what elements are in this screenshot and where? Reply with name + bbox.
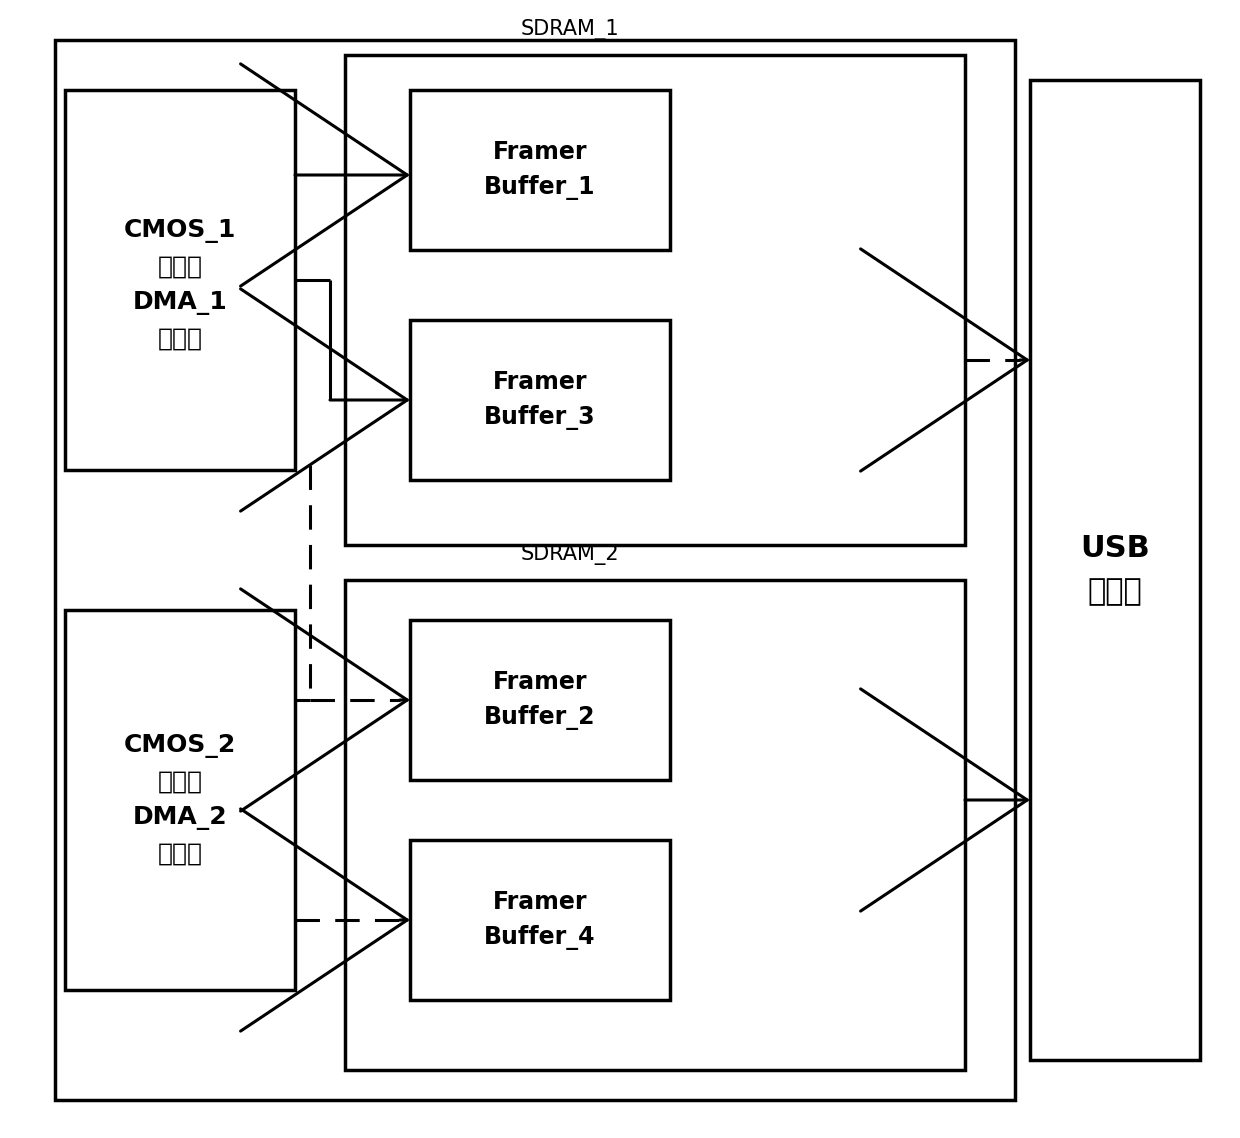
Bar — [1030, 80, 1200, 1059]
Text: CMOS_2
对应的
DMA_2
控制器: CMOS_2 对应的 DMA_2 控制器 — [124, 734, 236, 866]
Text: Framer
Buffer_1: Framer Buffer_1 — [485, 140, 595, 200]
Text: USB
控制器: USB 控制器 — [1080, 534, 1149, 605]
Bar — [345, 55, 965, 545]
Bar — [345, 580, 965, 1070]
Bar — [55, 40, 1016, 1100]
Text: Framer
Buffer_3: Framer Buffer_3 — [484, 370, 595, 430]
Bar — [410, 320, 670, 480]
Bar — [410, 620, 670, 780]
Bar — [64, 610, 295, 990]
Text: Framer
Buffer_2: Framer Buffer_2 — [485, 670, 595, 731]
Text: SDRAM_1: SDRAM_1 — [521, 19, 619, 40]
Bar — [410, 840, 670, 1000]
Text: SDRAM_2: SDRAM_2 — [521, 544, 619, 564]
Text: CMOS_1
对应的
DMA_1
控制器: CMOS_1 对应的 DMA_1 控制器 — [124, 220, 236, 351]
Bar — [410, 90, 670, 250]
Bar — [64, 90, 295, 470]
Text: Framer
Buffer_4: Framer Buffer_4 — [485, 890, 595, 950]
